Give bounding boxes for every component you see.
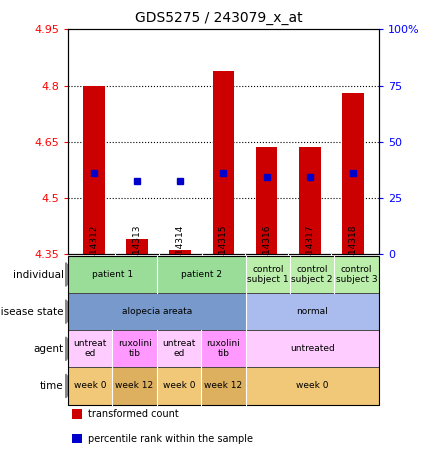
- Bar: [212, 71, 234, 254]
- Bar: [256, 147, 277, 254]
- Text: patient 1: patient 1: [92, 270, 133, 279]
- Polygon shape: [66, 337, 75, 361]
- Bar: [126, 239, 148, 254]
- Text: ruxolini
tib: ruxolini tib: [206, 339, 240, 358]
- Text: week 0: week 0: [162, 381, 195, 390]
- Text: patient 2: patient 2: [180, 270, 222, 279]
- Text: alopecia areata: alopecia areata: [122, 307, 192, 316]
- Text: untreated: untreated: [290, 344, 335, 353]
- Text: GSM1414312: GSM1414312: [89, 225, 98, 285]
- Text: untreat
ed: untreat ed: [162, 339, 196, 358]
- Text: week 0: week 0: [74, 381, 106, 390]
- Text: untreat
ed: untreat ed: [74, 339, 107, 358]
- Text: time: time: [40, 381, 64, 391]
- Text: normal: normal: [297, 307, 328, 316]
- Text: GSM1414317: GSM1414317: [305, 225, 314, 285]
- Text: week 12: week 12: [116, 381, 154, 390]
- Text: control
subject 2: control subject 2: [291, 265, 333, 284]
- Bar: [342, 93, 364, 254]
- Text: individual: individual: [13, 270, 64, 280]
- Text: percentile rank within the sample: percentile rank within the sample: [88, 434, 254, 443]
- Bar: [83, 86, 105, 254]
- Polygon shape: [66, 374, 75, 398]
- Bar: [299, 147, 321, 254]
- Text: disease state: disease state: [0, 307, 64, 317]
- Text: GSM1414316: GSM1414316: [262, 225, 271, 285]
- Text: GSM1414315: GSM1414315: [219, 225, 228, 285]
- Text: transformed count: transformed count: [88, 409, 179, 419]
- Polygon shape: [66, 300, 75, 323]
- Bar: [170, 250, 191, 254]
- Text: control
subject 3: control subject 3: [336, 265, 378, 284]
- Text: GSM1414318: GSM1414318: [349, 225, 357, 285]
- Text: GSM1414314: GSM1414314: [176, 225, 185, 285]
- Polygon shape: [66, 263, 75, 286]
- Text: agent: agent: [33, 344, 64, 354]
- Text: control
subject 1: control subject 1: [247, 265, 289, 284]
- Text: ruxolini
tib: ruxolini tib: [118, 339, 152, 358]
- Text: GSM1414313: GSM1414313: [133, 225, 141, 285]
- Text: week 12: week 12: [204, 381, 243, 390]
- Text: week 0: week 0: [296, 381, 328, 390]
- Text: GDS5275 / 243079_x_at: GDS5275 / 243079_x_at: [135, 11, 303, 25]
